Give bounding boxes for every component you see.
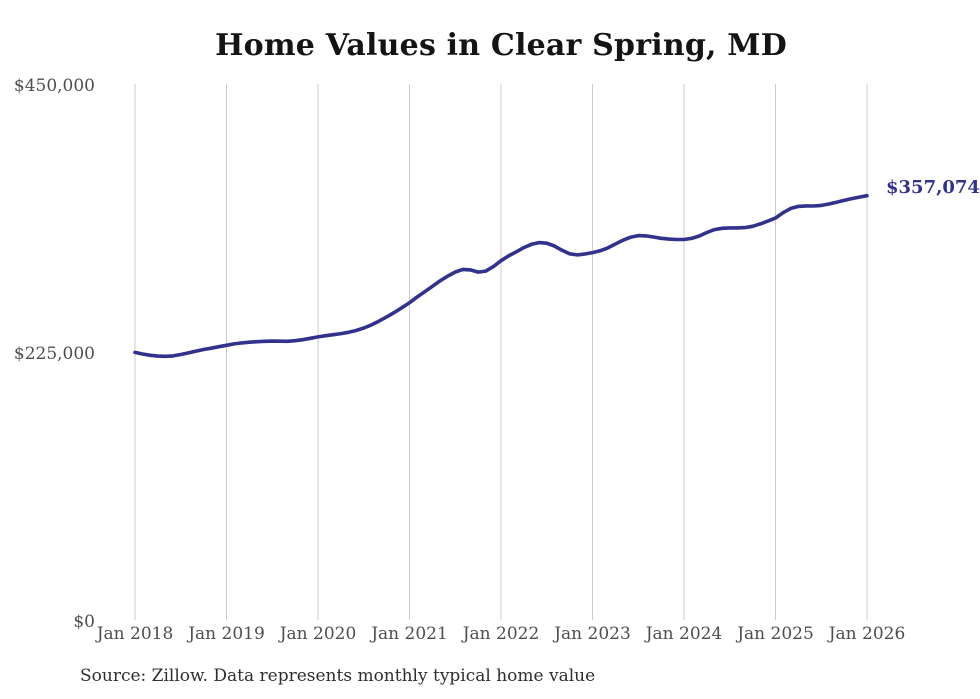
x-tick-label: Jan 2021 — [371, 624, 448, 644]
x-tick-label: Jan 2026 — [828, 624, 906, 644]
home-value-line — [133, 193, 869, 359]
x-tick-label: Jan 2024 — [645, 624, 723, 644]
x-tick-label: Jan 2020 — [279, 624, 357, 644]
x-tick-label: Jan 2022 — [462, 624, 540, 644]
x-tick-label: Jan 2025 — [737, 624, 814, 644]
y-tick-label: $225,000 — [13, 344, 95, 364]
y-tick-label: $0 — [73, 612, 95, 632]
y-tick-label: $450,000 — [13, 76, 95, 96]
x-tick-label: Jan 2018 — [96, 624, 174, 644]
chart-title: Home Values in Clear Spring, MD — [215, 28, 787, 63]
x-tick-label: Jan 2023 — [554, 624, 631, 644]
source-note: Source: Zillow. Data represents monthly … — [80, 666, 596, 686]
gridlines-group — [134, 84, 868, 620]
final-value-annotation: $357,074 — [886, 177, 980, 198]
x-tick-label: Jan 2019 — [188, 624, 265, 644]
